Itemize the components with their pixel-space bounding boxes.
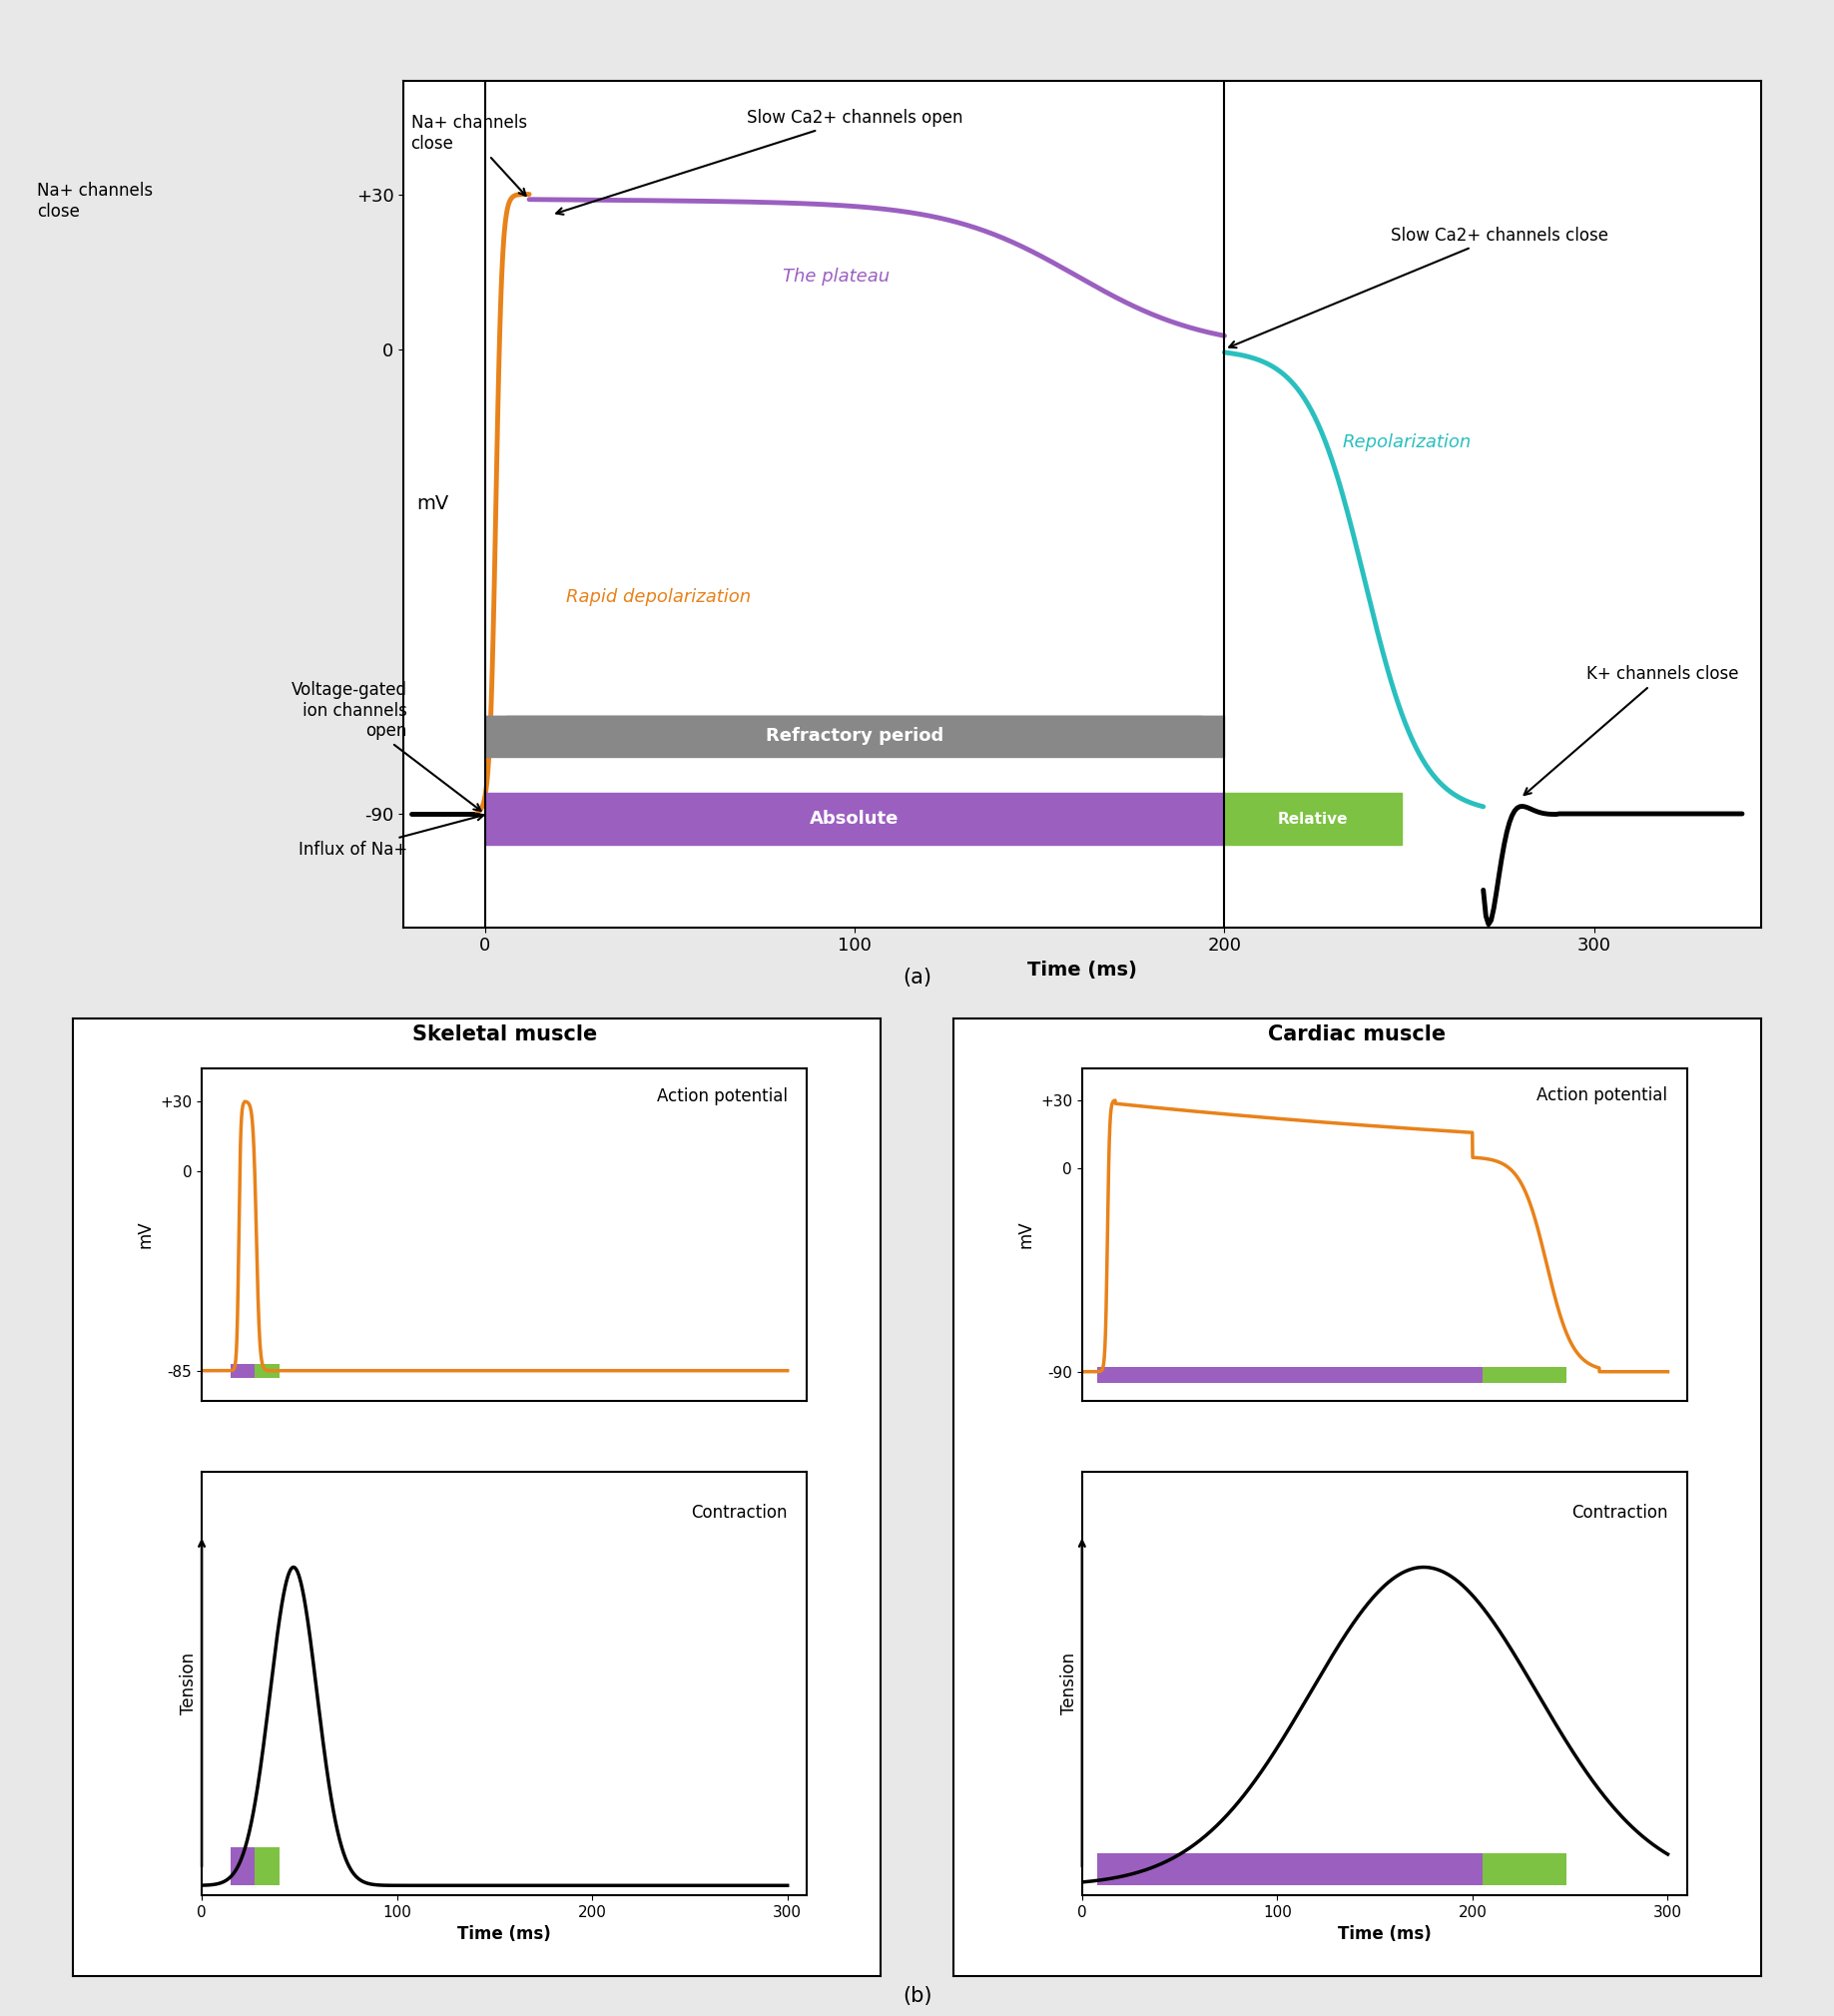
Y-axis label: Tension: Tension <box>1060 1653 1078 1714</box>
FancyArrow shape <box>503 792 1225 845</box>
FancyArrow shape <box>1225 792 1372 845</box>
Text: Skeletal muscle: Skeletal muscle <box>413 1024 596 1044</box>
Text: K+ channels close: K+ channels close <box>1524 665 1739 794</box>
Bar <box>231 1847 255 1885</box>
Text: Slow Ca2+ channels open: Slow Ca2+ channels open <box>556 109 963 214</box>
Text: Relative: Relative <box>1278 812 1348 827</box>
Y-axis label: mV: mV <box>136 1222 154 1248</box>
FancyArrow shape <box>1254 792 1401 845</box>
Text: Action potential: Action potential <box>657 1087 787 1105</box>
Text: Absolute: Absolute <box>811 810 899 829</box>
Text: mV: mV <box>416 494 449 514</box>
Text: Voltage-gated
ion channels
open: Voltage-gated ion channels open <box>292 681 481 810</box>
Text: Refractory period: Refractory period <box>765 728 945 746</box>
Text: Influx of Na+: Influx of Na+ <box>299 814 484 859</box>
Text: Na+ channels
close: Na+ channels close <box>37 181 152 220</box>
FancyArrow shape <box>484 716 1225 756</box>
Y-axis label: mV: mV <box>1016 1222 1034 1248</box>
Bar <box>1099 1367 1482 1383</box>
Text: Contraction: Contraction <box>691 1504 787 1522</box>
Text: (a): (a) <box>902 968 932 988</box>
Bar <box>255 1363 281 1377</box>
Text: The plateau: The plateau <box>783 268 889 286</box>
X-axis label: Time (ms): Time (ms) <box>1027 960 1137 980</box>
Text: Action potential: Action potential <box>1537 1087 1667 1105</box>
FancyArrow shape <box>484 792 1207 845</box>
Bar <box>1482 1367 1566 1383</box>
Bar <box>231 1363 255 1377</box>
Text: Na+ channels
close: Na+ channels close <box>411 115 526 196</box>
Text: Contraction: Contraction <box>1572 1504 1667 1522</box>
Bar <box>1099 1853 1482 1885</box>
Y-axis label: Tension: Tension <box>180 1653 198 1714</box>
Bar <box>1482 1853 1566 1885</box>
Text: Slow Ca2+ channels close: Slow Ca2+ channels close <box>1229 226 1608 347</box>
Text: (b): (b) <box>902 1986 932 2006</box>
X-axis label: Time (ms): Time (ms) <box>457 1925 552 1943</box>
X-axis label: Time (ms): Time (ms) <box>1337 1925 1432 1943</box>
Text: Repolarization: Repolarization <box>1342 433 1473 452</box>
Bar <box>255 1847 281 1885</box>
Text: Rapid depolarization: Rapid depolarization <box>567 589 750 607</box>
Text: Cardiac muscle: Cardiac muscle <box>1269 1024 1445 1044</box>
FancyArrow shape <box>484 716 1225 756</box>
